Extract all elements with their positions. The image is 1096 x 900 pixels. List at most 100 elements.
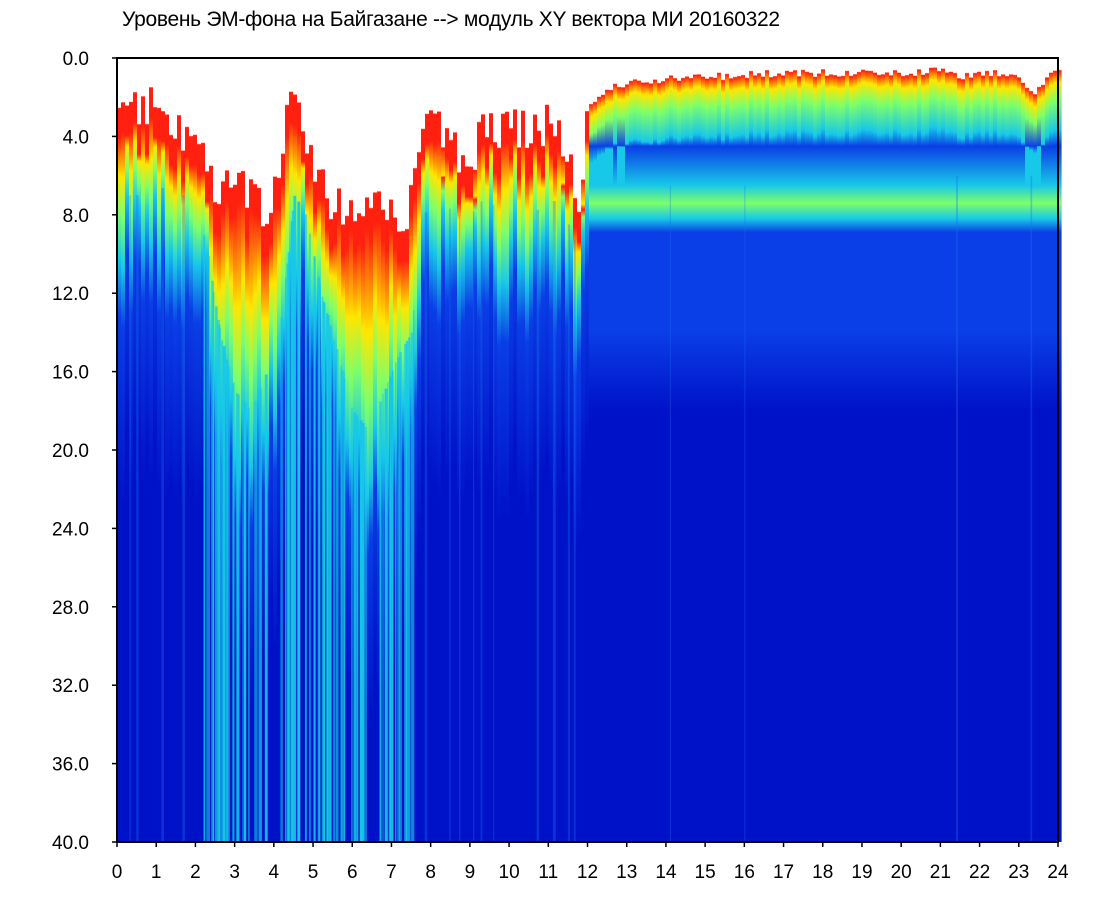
heatmap-column [529, 58, 534, 842]
heatmap-column [449, 58, 454, 842]
heatmap-column [509, 58, 514, 842]
heatmap-streak [326, 315, 330, 843]
heatmap-column [121, 58, 126, 842]
x-tick-label: 17 [773, 862, 794, 883]
heatmap-column [465, 58, 470, 842]
heatmap-column [569, 58, 574, 842]
heatmap-streak [291, 210, 295, 843]
heatmap-column [633, 58, 638, 842]
heatmap-column [965, 58, 970, 842]
heatmap-column [977, 58, 982, 842]
x-tick-label: 4 [269, 862, 280, 883]
heatmap-column [1049, 58, 1054, 842]
heatmap-streak [379, 401, 382, 842]
heatmap-column [769, 58, 774, 842]
heatmap-streak [287, 252, 291, 843]
heatmap-streak [206, 249, 208, 843]
heatmap-column [489, 58, 494, 842]
heatmap-column [621, 58, 626, 842]
heatmap-streak [573, 239, 576, 843]
heatmap-streak [215, 306, 218, 842]
heatmap-column [497, 58, 502, 842]
heatmap-column [229, 58, 234, 842]
heatmap-streak [472, 210, 475, 842]
heatmap-column [377, 58, 382, 842]
heatmap-streak [207, 256, 210, 842]
heatmap-streak [397, 357, 401, 842]
heatmap-column [789, 58, 794, 842]
heatmap-column [837, 58, 842, 842]
x-tick-label: 15 [695, 862, 716, 883]
heatmap-column [201, 58, 206, 842]
heatmap-streak [297, 201, 300, 842]
heatmap-column [709, 58, 714, 842]
heatmap-column [629, 58, 634, 842]
heatmap-column [677, 58, 682, 842]
heatmap-streak [1030, 175, 1033, 843]
heatmap-streak [493, 204, 495, 842]
heatmap-column [421, 58, 426, 842]
heatmap-column [269, 58, 274, 842]
heatmap-streak [313, 257, 316, 842]
heatmap-column [613, 58, 618, 842]
heatmap-streak [286, 263, 289, 843]
heatmap-column [469, 58, 474, 842]
heatmap-column [805, 58, 810, 842]
heatmap-column [125, 58, 130, 842]
heatmap-streak [567, 224, 570, 843]
heatmap-column [757, 58, 762, 842]
heatmap-column [817, 58, 822, 842]
heatmap-streak [363, 424, 365, 842]
heatmap-column [997, 58, 1002, 842]
heatmap-column [565, 58, 570, 842]
heatmap-column [1001, 58, 1006, 842]
heatmap-column [937, 58, 942, 842]
x-tick-label: 23 [1008, 862, 1029, 883]
heatmap-column [793, 58, 798, 842]
heatmap-streak [384, 388, 388, 842]
heatmap-streak [280, 317, 283, 842]
heatmap-column [985, 58, 990, 842]
heatmap-column [973, 58, 978, 842]
heatmap-column [133, 58, 138, 842]
heatmap-column [765, 58, 770, 842]
heatmap-column [473, 58, 478, 842]
heatmap-streak [536, 209, 540, 842]
heatmap-column [401, 58, 406, 842]
heatmap-column [697, 58, 702, 842]
heatmap-column [177, 58, 182, 842]
heatmap-streak [182, 195, 185, 842]
heatmap-column [861, 58, 866, 842]
heatmap-streak [382, 394, 384, 842]
heatmap-column [1033, 58, 1038, 842]
heatmap-column [281, 58, 286, 842]
plot-area [117, 58, 1062, 843]
heatmap-column [729, 58, 734, 842]
heatmap-column [929, 58, 934, 842]
heatmap-column [189, 58, 194, 842]
heatmap-streak [319, 284, 321, 842]
heatmap-column [661, 58, 666, 842]
heatmap-column [957, 58, 962, 842]
heatmap-column [173, 58, 178, 842]
heatmap-column [1017, 58, 1022, 842]
heatmap-streak [317, 277, 320, 842]
heatmap-streak [365, 426, 367, 842]
y-tick-label: 32.0 [52, 676, 89, 697]
heatmap-column [701, 58, 706, 842]
heatmap-column [1037, 58, 1042, 842]
heatmap-streak [161, 187, 165, 843]
x-tick-label: 14 [655, 862, 677, 883]
heatmap-column [741, 58, 746, 842]
heatmap-column [305, 58, 310, 842]
heatmap-column [641, 58, 646, 842]
heatmap-column [193, 58, 198, 842]
heatmap-column [865, 58, 870, 842]
heatmap-column [797, 58, 802, 842]
x-tick-label: 21 [930, 862, 951, 883]
heatmap-column [785, 58, 790, 842]
heatmap-column [713, 58, 718, 842]
heatmap-column [717, 58, 722, 842]
heatmap-streak [424, 212, 428, 842]
